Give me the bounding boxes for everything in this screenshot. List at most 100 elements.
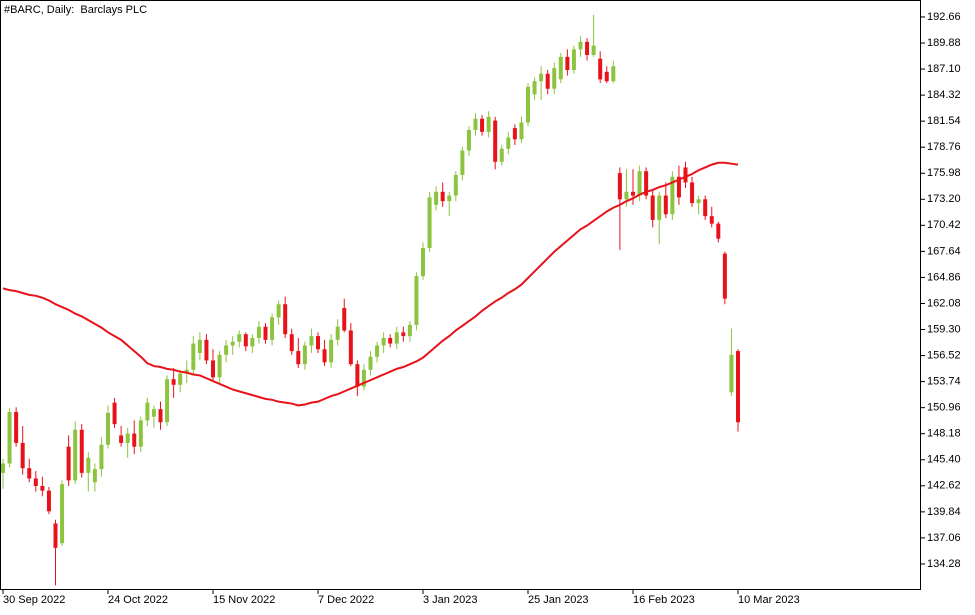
candle-body [460, 150, 465, 175]
candle-body [447, 195, 452, 202]
candle-body [703, 199, 708, 217]
candle-body [565, 56, 570, 70]
candle-body [1, 463, 5, 473]
candle-body [92, 469, 97, 483]
candle-body [165, 379, 170, 423]
candle-body [20, 442, 25, 469]
candle-body [676, 176, 681, 198]
candle-body [736, 351, 740, 423]
y-tick-label: 156.52 [927, 349, 961, 361]
candle-body [316, 336, 320, 350]
candle-body [283, 304, 288, 335]
candle-body [217, 354, 222, 378]
candle-body [407, 324, 412, 337]
candle-body [722, 253, 727, 299]
candle-body [585, 41, 590, 55]
x-tick-label: 25 Jan 2023 [528, 594, 589, 606]
candle-body [571, 49, 576, 70]
candle-body [440, 191, 445, 202]
candle-body [545, 73, 550, 89]
candle-body [427, 197, 432, 249]
candle-body [302, 345, 307, 365]
candle-body [211, 360, 215, 378]
y-tick-label: 139.84 [927, 506, 961, 518]
y-tick-label: 153.74 [927, 376, 961, 388]
y-tick-label: 187.10 [927, 63, 961, 75]
candle-body [99, 444, 104, 470]
candle-body [270, 317, 275, 340]
candle-body [14, 411, 19, 443]
y-tick-label: 145.40 [927, 454, 961, 466]
candle-body [690, 182, 695, 204]
plot-frame [0, 0, 921, 590]
y-tick-label: 189.88 [927, 37, 961, 49]
candle-body [178, 373, 183, 385]
candle-body [224, 345, 229, 355]
candle-body [86, 457, 91, 473]
candle-body [499, 148, 504, 162]
x-tick-label: 3 Jan 2023 [423, 594, 477, 606]
candle-body [197, 339, 202, 353]
y-tick-label: 137.06 [927, 532, 961, 544]
candle-body [322, 349, 327, 363]
x-tick-label: 10 Mar 2023 [738, 594, 800, 606]
candle-body [670, 176, 675, 215]
y-tick-label: 184.32 [927, 89, 961, 101]
candle-body [480, 118, 485, 132]
candle-body [381, 337, 386, 346]
candle-body [493, 120, 498, 162]
candle-body [394, 332, 399, 344]
candle-body [125, 433, 130, 443]
y-tick-label: 173.20 [927, 193, 961, 205]
candle-body [66, 446, 71, 481]
candle-body [532, 81, 537, 95]
candle-body [361, 369, 366, 387]
candle-body [329, 339, 334, 363]
candle-body [591, 45, 596, 55]
candle-body [119, 435, 124, 443]
candle-body [40, 485, 45, 491]
candle-body [512, 128, 517, 140]
y-tick-label: 178.76 [927, 141, 961, 153]
candle-body [526, 86, 530, 123]
candle-body [401, 332, 406, 337]
candle-body [132, 433, 137, 447]
y-tick-label: 134.28 [927, 558, 961, 570]
candle-body [204, 339, 209, 361]
candle-body [138, 420, 143, 447]
candle-body [112, 402, 117, 425]
candle-body [466, 129, 471, 151]
x-tick-label: 24 Oct 2022 [108, 594, 168, 606]
y-tick-label: 159.30 [927, 323, 961, 335]
y-tick-label: 175.98 [927, 167, 961, 179]
candle-body [663, 195, 668, 215]
candle-body [598, 58, 603, 80]
candle-body [729, 354, 734, 393]
candle-body [539, 73, 544, 82]
y-tick-label: 142.62 [927, 480, 961, 492]
candle-body [519, 122, 524, 140]
candle-body [263, 326, 268, 340]
y-tick-label: 148.18 [927, 428, 961, 440]
x-tick-label: 30 Sep 2022 [3, 594, 65, 606]
candle-body [106, 412, 110, 445]
y-tick-label: 167.64 [927, 245, 961, 257]
candle-body [276, 304, 281, 318]
candle-body [604, 71, 609, 82]
candle-body [237, 334, 242, 342]
candle-body [486, 116, 491, 132]
candle-body [473, 118, 478, 130]
candle-body [33, 478, 38, 486]
candle-body [243, 334, 248, 347]
x-tick-label: 15 Nov 2022 [213, 594, 275, 606]
y-tick-label: 150.96 [927, 402, 961, 414]
candle-body [171, 379, 176, 385]
candle-body [355, 364, 360, 387]
candle-body [296, 351, 301, 365]
candle-body [191, 343, 196, 370]
candle-body [617, 173, 622, 200]
candle-body [348, 330, 353, 365]
candle-body [421, 248, 425, 277]
